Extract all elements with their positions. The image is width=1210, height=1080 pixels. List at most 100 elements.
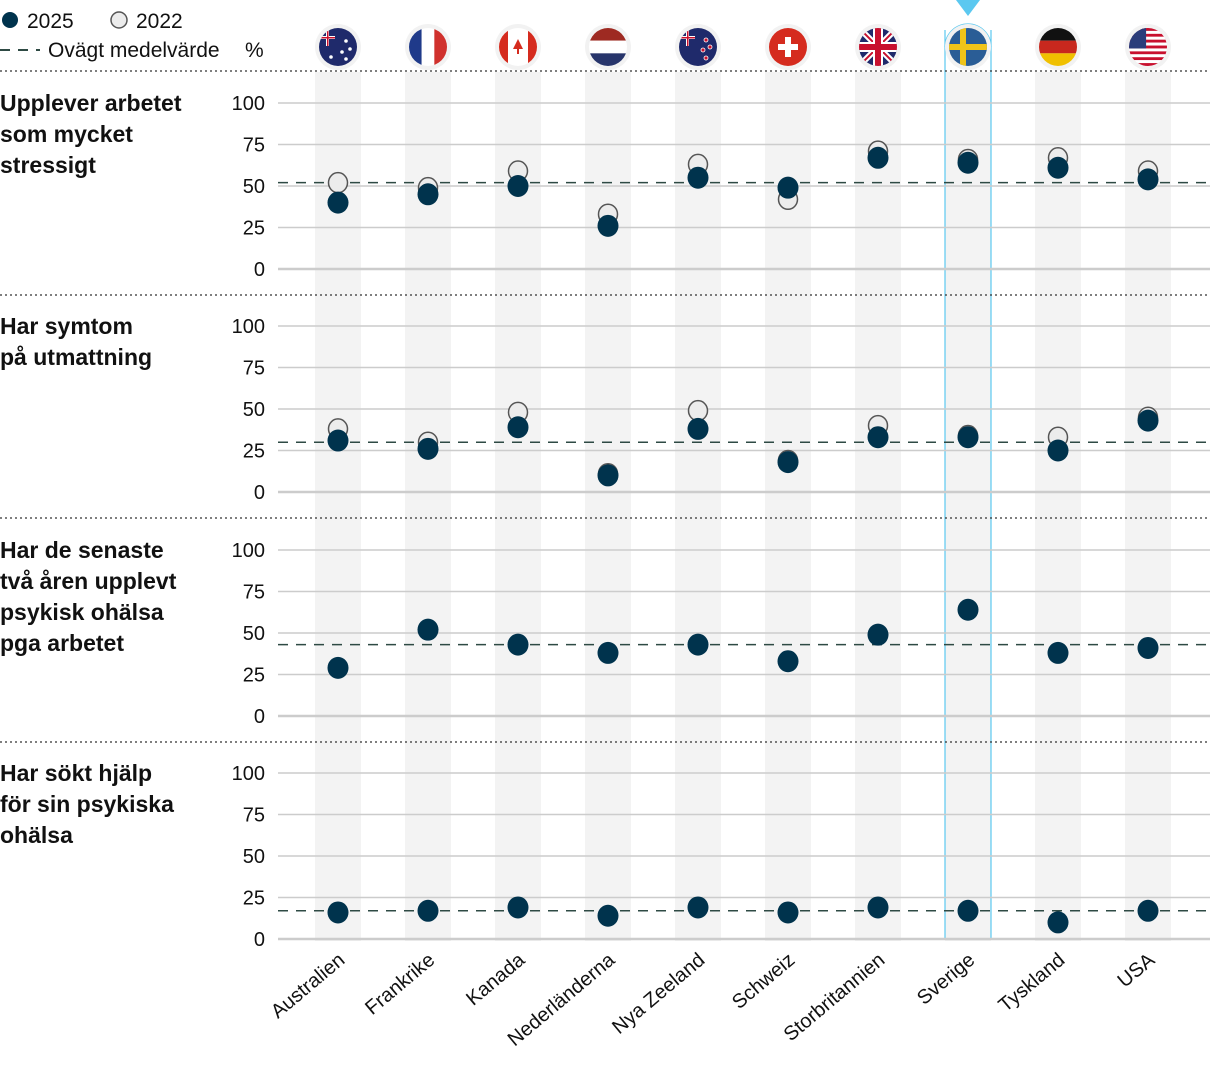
flag-part	[778, 44, 798, 50]
new-zealand-flag-icon	[679, 28, 717, 66]
point-2025	[687, 633, 709, 656]
panel-title: pga arbetet	[0, 630, 124, 656]
point-2025	[1047, 911, 1069, 934]
legend-mean-label: Ovägt medelvärde	[48, 39, 220, 62]
canada-flag-icon	[499, 28, 537, 66]
column-stripe	[1035, 72, 1081, 941]
column-stripe	[675, 72, 721, 941]
star	[340, 50, 344, 54]
panel-title: Har sökt hjälp	[0, 760, 152, 786]
y-tick-label: 75	[243, 135, 265, 157]
y-tick-label: 0	[254, 259, 265, 281]
y-tick-label: 100	[232, 540, 265, 562]
star	[700, 47, 706, 53]
australia-flag-icon	[319, 28, 357, 66]
point-2025	[1047, 641, 1069, 664]
flag-part	[1129, 36, 1167, 40]
flag-part	[528, 28, 537, 66]
point-2025	[687, 166, 709, 189]
flag-part	[434, 28, 447, 66]
y-tick-label: 0	[254, 482, 265, 504]
point-2025	[777, 451, 799, 474]
point-2025	[957, 598, 979, 621]
star	[703, 55, 709, 61]
flag-part	[1129, 33, 1167, 37]
panel-title: Upplever arbetet	[0, 90, 182, 116]
point-2025	[1047, 439, 1069, 462]
point-2025	[867, 623, 889, 646]
panel-title: som mycket	[0, 121, 133, 147]
point-2025	[777, 650, 799, 673]
column-stripe	[855, 72, 901, 941]
maple-leaf	[513, 39, 523, 54]
column-stripe	[405, 72, 451, 941]
point-2025	[1137, 409, 1159, 432]
flag-part	[1129, 54, 1167, 58]
flag-part	[589, 53, 627, 66]
point-2025	[687, 896, 709, 919]
point-2025	[687, 417, 709, 440]
point-2025	[417, 899, 439, 922]
x-tick-label: Sverige	[913, 949, 979, 1009]
flag-part	[1129, 30, 1167, 34]
point-2025	[327, 429, 349, 452]
flag-part	[1129, 48, 1167, 52]
panel-title: två åren upplevt	[0, 568, 177, 594]
flag-part	[1129, 28, 1167, 31]
column-stripe	[1125, 72, 1171, 941]
flag-part	[1039, 53, 1077, 66]
point-2025	[867, 896, 889, 919]
y-tick-label: 25	[243, 665, 265, 687]
point-2025	[1137, 636, 1159, 659]
point-2025	[417, 183, 439, 206]
france-flag-icon	[409, 28, 447, 66]
legend-2025-marker	[2, 12, 18, 28]
x-tick-label: Kanada	[462, 948, 530, 1010]
y-tick-label: 0	[254, 929, 265, 951]
flag-part	[949, 44, 987, 50]
point-2025	[867, 426, 889, 449]
flag-part	[1129, 57, 1167, 61]
point-2022	[327, 171, 349, 194]
unit-label: %	[245, 39, 264, 62]
point-2025	[867, 146, 889, 169]
highlight-arrow	[956, 0, 980, 16]
point-2025	[327, 656, 349, 679]
y-tick-label: 25	[243, 218, 265, 240]
legend-2022-marker	[110, 11, 128, 29]
flag-part	[327, 28, 329, 46]
panel-title: Har symtom	[0, 313, 133, 339]
flag-part	[687, 28, 689, 46]
flag-part	[319, 28, 357, 66]
point-2025	[507, 896, 529, 919]
y-tick-label: 0	[254, 706, 265, 728]
flag-part	[859, 44, 897, 50]
legend: 2025 2022 Ovägt medelvärde %	[0, 10, 264, 62]
flag-part	[589, 40, 627, 54]
uk-flag-icon	[859, 28, 897, 66]
column-stripe	[765, 72, 811, 941]
switzerland-flag-icon	[769, 28, 807, 66]
flag-part	[1129, 39, 1167, 43]
sweden-flag-icon	[949, 28, 987, 66]
star	[344, 39, 348, 43]
y-tick-label: 50	[243, 176, 265, 198]
star	[344, 57, 348, 61]
x-tick-label: USA	[1114, 949, 1160, 993]
netherlands-flag-icon	[589, 28, 627, 66]
point-2025	[1137, 899, 1159, 922]
column-stripe	[585, 72, 631, 941]
usa-flag-icon	[1129, 28, 1167, 66]
y-tick-label: 75	[243, 805, 265, 827]
point-2025	[1137, 168, 1159, 191]
panel-2: 0 25 50 75 100 Har symtom på utmattning	[0, 313, 1210, 504]
flag-part	[1129, 45, 1167, 49]
panel-title: ohälsa	[0, 822, 73, 848]
flag-part	[1129, 60, 1167, 64]
point-2025	[957, 151, 979, 174]
panel-3: 0 25 50 75 100 Har de senaste två åren upplevt…	[0, 537, 1210, 728]
x-tick-label: Tyskland	[995, 949, 1070, 1017]
y-tick-label: 100	[232, 316, 265, 338]
flag-part	[1129, 63, 1167, 66]
